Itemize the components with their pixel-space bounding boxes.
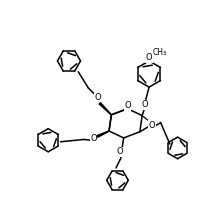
Text: O: O xyxy=(124,101,131,110)
Text: O: O xyxy=(116,147,123,156)
Text: O: O xyxy=(90,134,97,143)
Polygon shape xyxy=(97,131,109,137)
Text: CH₃: CH₃ xyxy=(153,48,167,57)
Text: O: O xyxy=(149,121,155,130)
Text: O: O xyxy=(146,53,152,62)
Text: O: O xyxy=(142,100,149,109)
Text: O: O xyxy=(94,93,101,102)
Polygon shape xyxy=(99,102,111,115)
